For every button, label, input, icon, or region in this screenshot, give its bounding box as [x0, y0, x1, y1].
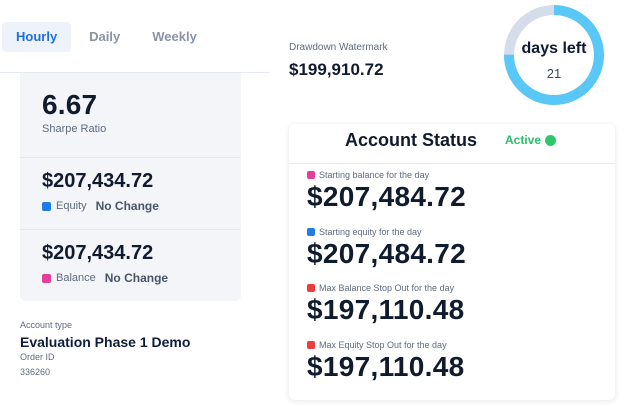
balance-value: $207,434.72: [42, 242, 154, 264]
drawdown-label: Drawdown Watermark: [289, 42, 388, 53]
sharpe-ratio-stat: 6.67 Sharpe Ratio: [20, 89, 241, 157]
starting-balance-icon: [307, 171, 315, 179]
max-balance-stop-icon: [307, 284, 315, 292]
max-equity-stop-row: Max Equity Stop Out for the day $197,110…: [307, 340, 607, 383]
equity-stat: $207,434.72 Equity No Change: [20, 157, 241, 229]
starting-balance-label: Starting balance for the day: [319, 170, 430, 180]
status-badge: Active: [505, 133, 557, 147]
starting-equity-label: Starting equity for the day: [319, 227, 422, 237]
starting-balance-value: $207,484.72: [307, 181, 467, 212]
starting-equity-value: $207,484.72: [307, 238, 467, 269]
balance-label: Balance: [56, 272, 96, 284]
max-equity-stop-icon: [307, 341, 315, 349]
account-status-card: Account Status Active Starting balance f…: [289, 124, 615, 400]
order-id-value: 336260: [20, 367, 51, 377]
days-left-donut: [504, 5, 604, 105]
tabs-divider: [0, 72, 270, 73]
status-text: Active: [505, 133, 542, 147]
sharpe-ratio-label: Sharpe Ratio: [42, 123, 107, 135]
account-status-header: Account Status Active: [289, 124, 615, 164]
days-left-value: 21: [546, 66, 562, 81]
status-dot-icon: [545, 134, 557, 146]
stats-panel: 6.67 Sharpe Ratio $207,434.72 Equity No …: [20, 73, 241, 301]
max-balance-stop-label: Max Balance Stop Out for the day: [319, 283, 455, 293]
account-status-title: Account Status: [345, 130, 478, 150]
days-left-title: days left: [521, 40, 587, 57]
equity-label: Equity: [56, 200, 87, 212]
starting-balance-row: Starting balance for the day $207,484.72: [307, 170, 607, 213]
interval-tabs: Hourly Daily Weekly: [0, 22, 270, 52]
tab-weekly[interactable]: Weekly: [152, 29, 197, 44]
starting-equity-icon: [307, 228, 315, 236]
account-info: Account type Evaluation Phase 1 Demo Ord…: [20, 320, 270, 377]
equity-value: $207,434.72: [42, 170, 154, 192]
max-balance-stop-value: $197,110.48: [307, 294, 465, 325]
days-left-text: days left 21: [503, 4, 605, 106]
tab-hourly[interactable]: Hourly: [2, 22, 72, 52]
max-equity-stop-value: $197,110.48: [307, 351, 465, 382]
max-balance-stop-row: Max Balance Stop Out for the day $197,11…: [307, 283, 607, 326]
tab-daily[interactable]: Daily: [89, 29, 121, 44]
equity-legend-icon: [42, 201, 51, 211]
drawdown-value: $199,910.72: [289, 60, 384, 79]
donut-progress-arc: [504, 5, 604, 105]
balance-stat: $207,434.72 Balance No Change: [20, 229, 241, 301]
sharpe-ratio-value: 6.67: [42, 89, 98, 120]
order-id-label: Order ID: [20, 352, 55, 362]
account-type-value: Evaluation Phase 1 Demo: [20, 334, 191, 350]
balance-change: No Change: [104, 271, 169, 285]
account-type-label: Account type: [20, 320, 73, 330]
balance-legend-icon: [42, 273, 51, 283]
drawdown-watermark: Drawdown Watermark $199,910.72: [289, 42, 388, 80]
max-equity-stop-label: Max Equity Stop Out for the day: [319, 340, 447, 350]
equity-change: No Change: [95, 199, 159, 213]
starting-equity-row: Starting equity for the day $207,484.72: [307, 227, 607, 270]
